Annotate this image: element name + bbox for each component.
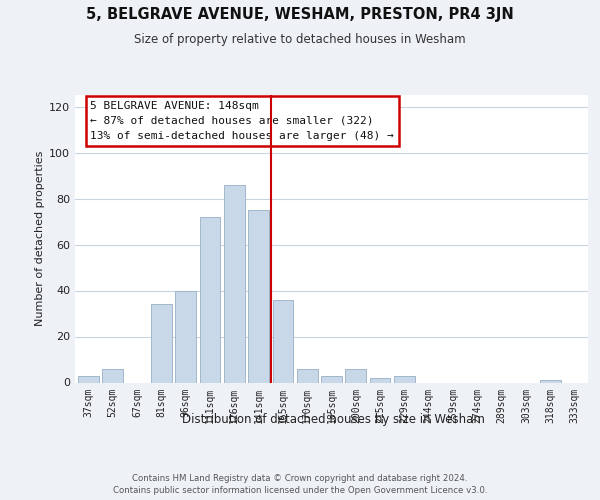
Bar bbox=[297, 368, 317, 382]
Text: Contains HM Land Registry data © Crown copyright and database right 2024.: Contains HM Land Registry data © Crown c… bbox=[132, 474, 468, 483]
Y-axis label: Number of detached properties: Number of detached properties bbox=[35, 151, 45, 326]
Bar bbox=[272, 300, 293, 382]
Text: Distribution of detached houses by size in Wesham: Distribution of detached houses by size … bbox=[182, 412, 484, 426]
Bar bbox=[394, 376, 415, 382]
Text: 5, BELGRAVE AVENUE, WESHAM, PRESTON, PR4 3JN: 5, BELGRAVE AVENUE, WESHAM, PRESTON, PR4… bbox=[86, 8, 514, 22]
Bar bbox=[540, 380, 560, 382]
Text: 5 BELGRAVE AVENUE: 148sqm
← 87% of detached houses are smaller (322)
13% of semi: 5 BELGRAVE AVENUE: 148sqm ← 87% of detac… bbox=[91, 101, 394, 141]
Bar bbox=[78, 376, 99, 382]
Bar bbox=[248, 210, 269, 382]
Text: Size of property relative to detached houses in Wesham: Size of property relative to detached ho… bbox=[134, 32, 466, 46]
Text: Contains public sector information licensed under the Open Government Licence v3: Contains public sector information licen… bbox=[113, 486, 487, 495]
Bar bbox=[224, 184, 245, 382]
Bar bbox=[370, 378, 391, 382]
Bar bbox=[175, 290, 196, 382]
Bar bbox=[321, 376, 342, 382]
Bar bbox=[346, 368, 366, 382]
Bar bbox=[151, 304, 172, 382]
Bar bbox=[200, 217, 220, 382]
Bar bbox=[103, 368, 123, 382]
